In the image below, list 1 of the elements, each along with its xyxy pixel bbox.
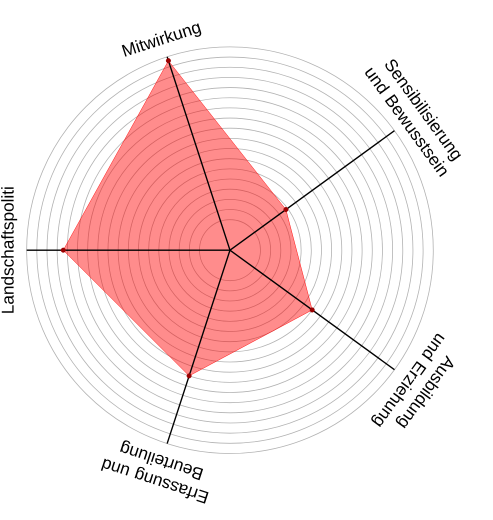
spoke-label: Landschaftspoliti — [1, 187, 18, 313]
